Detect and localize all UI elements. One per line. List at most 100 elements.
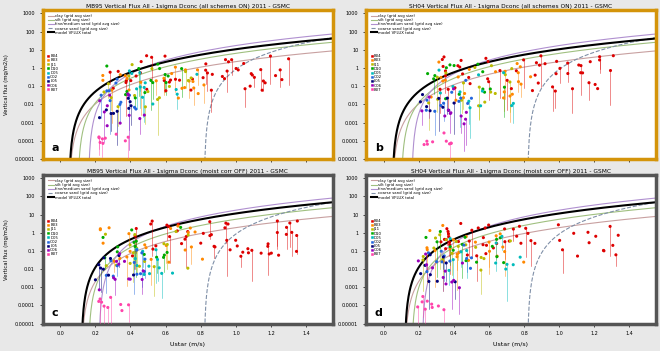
- Point: [223, 59, 234, 65]
- Point: [476, 267, 486, 273]
- Point: [265, 53, 276, 59]
- Point: [466, 95, 477, 101]
- Point: [460, 117, 471, 122]
- Point: [183, 230, 193, 236]
- Point: [292, 233, 302, 238]
- Point: [124, 92, 135, 98]
- Point: [98, 140, 108, 146]
- Point: [439, 307, 449, 312]
- Point: [125, 78, 136, 84]
- Point: [236, 253, 246, 259]
- Point: [504, 238, 515, 244]
- Point: [201, 61, 211, 67]
- Point: [185, 225, 195, 231]
- Point: [424, 279, 434, 284]
- Point: [101, 273, 112, 278]
- Point: [471, 259, 482, 265]
- Point: [444, 234, 454, 239]
- Point: [438, 254, 449, 260]
- Point: [94, 135, 104, 140]
- Point: [421, 104, 432, 110]
- Point: [449, 63, 459, 68]
- Point: [442, 226, 452, 232]
- Point: [592, 86, 603, 91]
- Point: [147, 218, 158, 224]
- Point: [199, 82, 209, 88]
- Point: [512, 233, 522, 239]
- Point: [106, 258, 116, 264]
- Point: [452, 251, 463, 257]
- Legend: B04, B03, J11, D10, D05, O02, L05, O06, B07: B04, B03, J11, D10, D05, O02, L05, O06, …: [371, 219, 382, 257]
- Point: [205, 233, 215, 238]
- Point: [473, 103, 484, 108]
- Point: [455, 95, 466, 101]
- Point: [490, 260, 501, 266]
- Point: [183, 265, 193, 271]
- Point: [486, 63, 497, 68]
- Point: [284, 220, 295, 226]
- Point: [449, 100, 459, 106]
- Point: [151, 254, 162, 260]
- Point: [554, 66, 565, 71]
- Point: [500, 266, 511, 272]
- Point: [610, 252, 621, 258]
- Point: [170, 77, 181, 82]
- Point: [130, 244, 141, 249]
- Point: [497, 233, 508, 239]
- Point: [103, 272, 114, 278]
- Point: [421, 262, 432, 267]
- Point: [123, 87, 134, 93]
- Point: [99, 303, 110, 309]
- Point: [292, 218, 303, 224]
- Point: [463, 75, 474, 80]
- Point: [455, 89, 465, 95]
- Point: [492, 253, 502, 259]
- Point: [220, 57, 231, 62]
- Point: [240, 86, 250, 92]
- Point: [98, 78, 108, 83]
- Point: [453, 74, 463, 80]
- Point: [127, 62, 137, 67]
- Point: [96, 299, 107, 305]
- Point: [488, 245, 499, 251]
- Point: [148, 101, 158, 107]
- Point: [434, 59, 444, 65]
- Point: [444, 231, 454, 237]
- Point: [180, 247, 191, 253]
- Point: [426, 301, 437, 307]
- Point: [123, 302, 134, 307]
- Point: [291, 249, 302, 254]
- Point: [420, 306, 430, 312]
- Point: [422, 71, 433, 77]
- Point: [104, 88, 115, 94]
- Point: [158, 254, 169, 260]
- Point: [461, 234, 471, 239]
- Point: [198, 231, 209, 236]
- Point: [129, 105, 140, 110]
- Point: [445, 246, 455, 251]
- Point: [508, 226, 519, 232]
- X-axis label: Ustar (m/s): Ustar (m/s): [170, 342, 205, 347]
- Point: [94, 262, 104, 267]
- Point: [477, 88, 488, 94]
- Point: [145, 221, 156, 227]
- Legend: B04, B03, J11, D10, D05, O02, L05, O06, B07: B04, B03, J11, D10, D05, O02, L05, O06, …: [48, 54, 59, 92]
- Point: [473, 72, 484, 78]
- Point: [500, 68, 510, 74]
- Point: [154, 265, 164, 271]
- Point: [554, 238, 565, 243]
- Point: [141, 86, 152, 92]
- Point: [246, 71, 257, 77]
- Point: [249, 74, 259, 80]
- Point: [139, 242, 150, 248]
- Point: [112, 244, 123, 250]
- Point: [421, 107, 432, 113]
- Point: [502, 78, 512, 83]
- Point: [438, 257, 448, 262]
- Point: [105, 69, 115, 75]
- Point: [427, 265, 438, 271]
- Point: [136, 59, 147, 65]
- Point: [135, 84, 146, 90]
- Point: [430, 248, 440, 253]
- Point: [578, 70, 588, 76]
